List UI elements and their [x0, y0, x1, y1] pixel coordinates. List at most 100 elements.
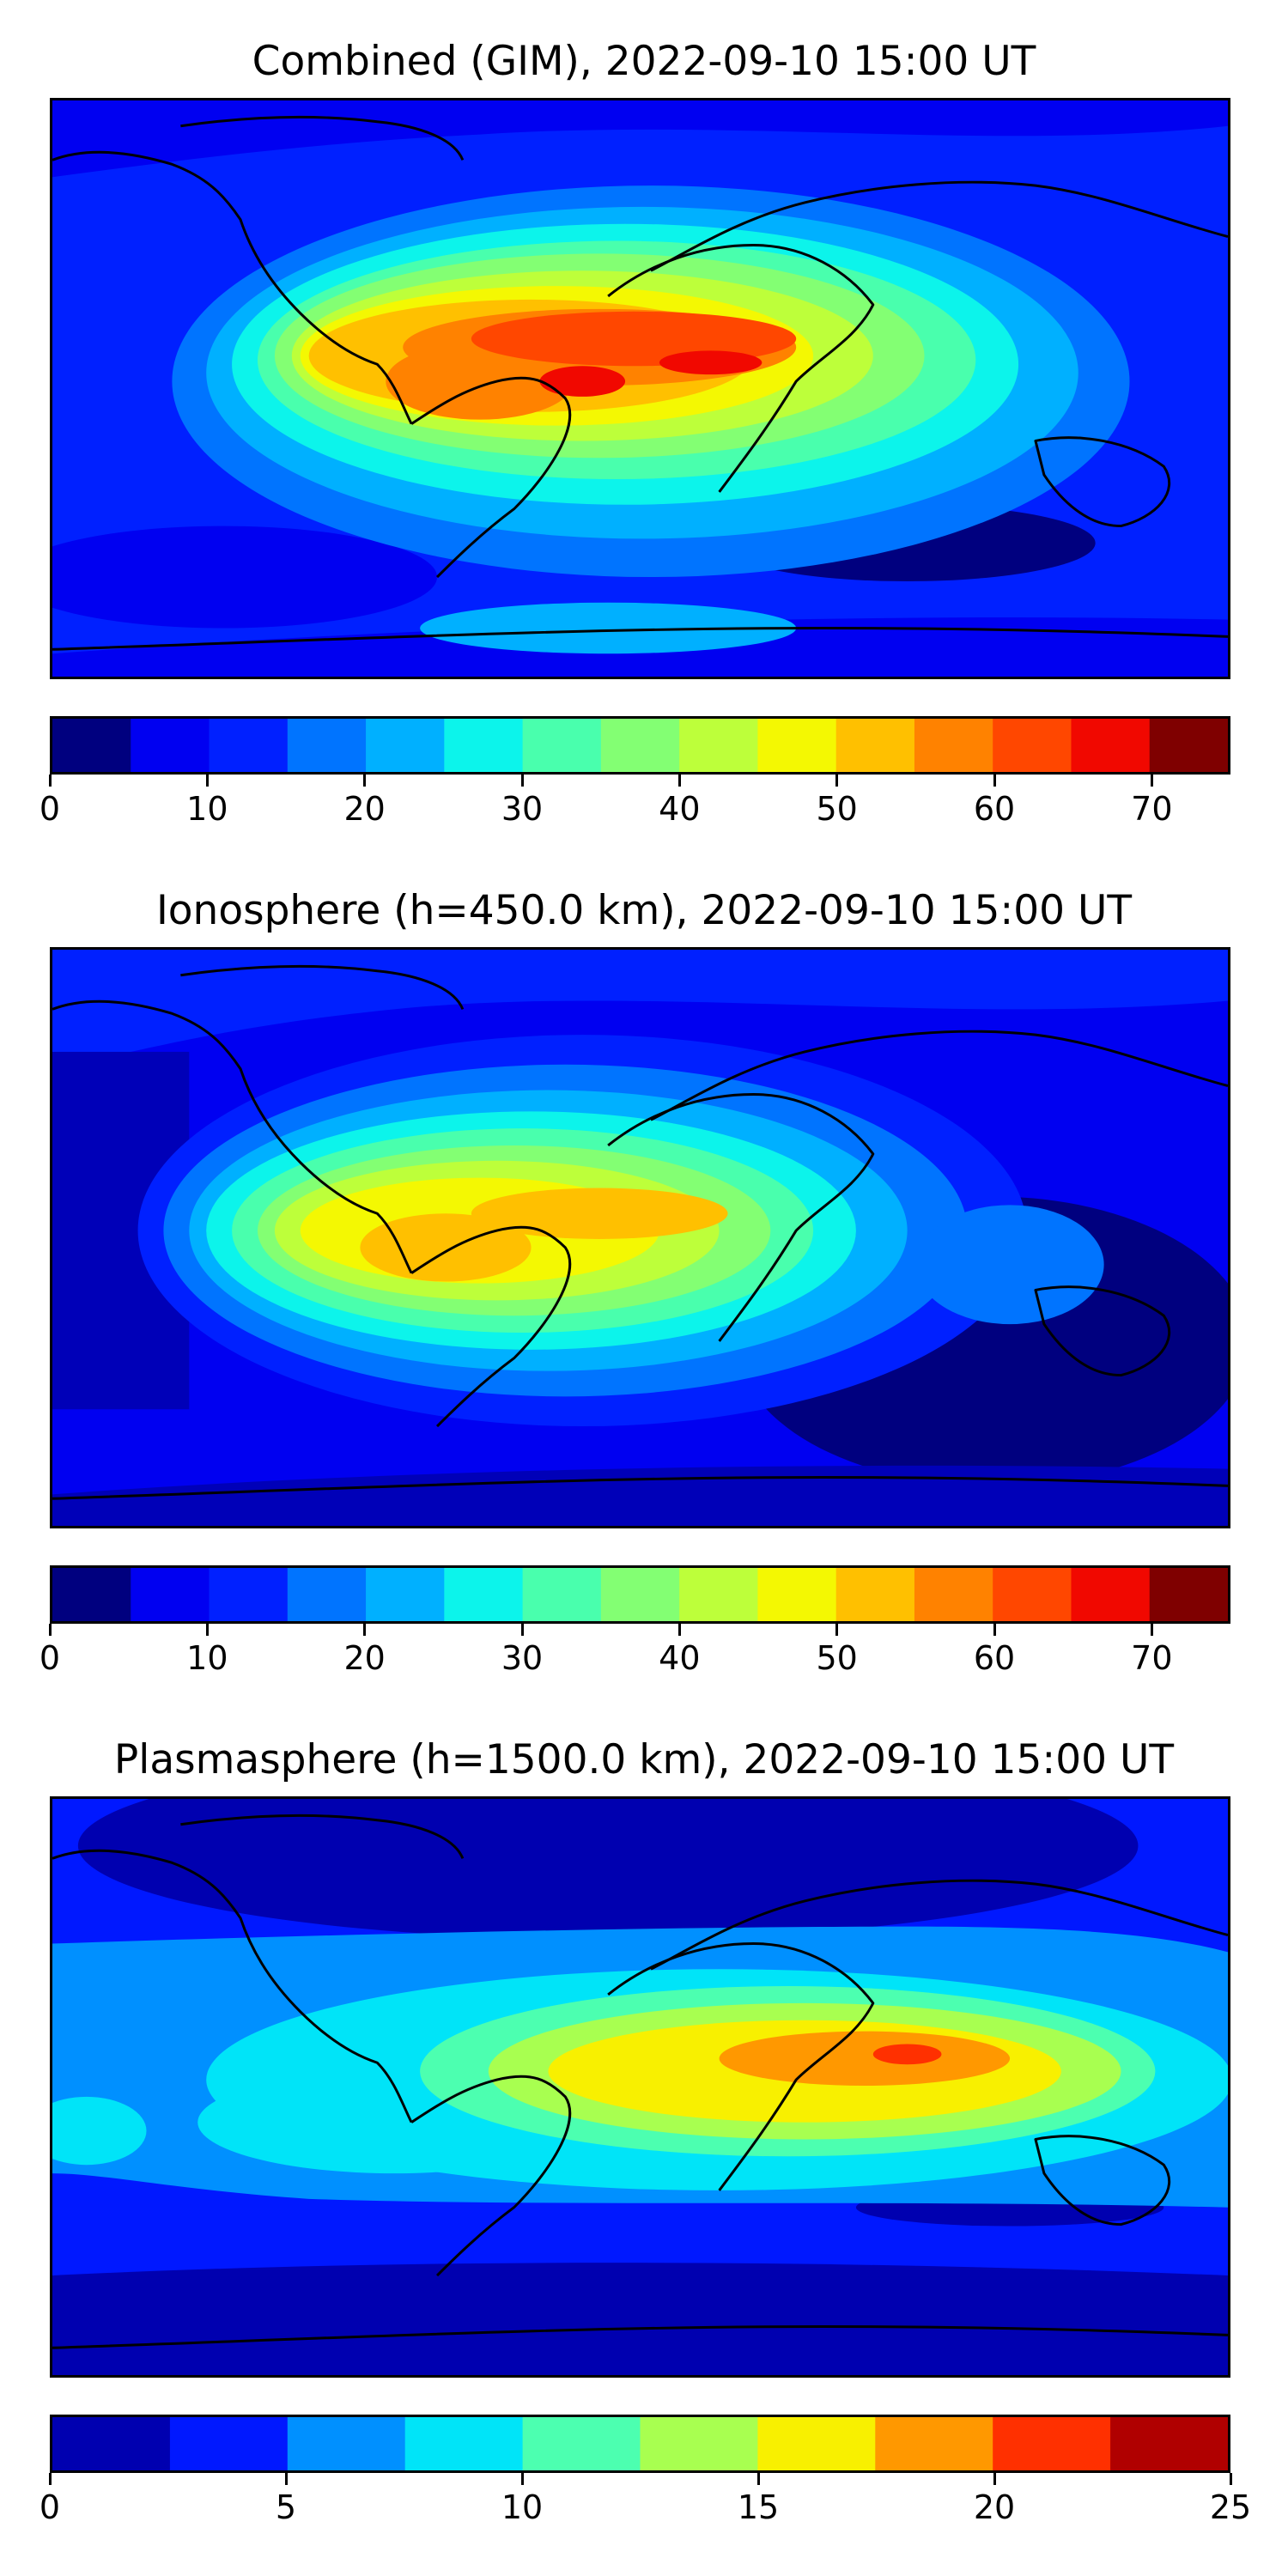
colorbar-tick-label: 50 [816, 790, 858, 828]
colorbar-swatch [757, 719, 837, 772]
colorbar-swatch [914, 719, 993, 772]
colorbar-combined-swatches [52, 719, 1228, 772]
colorbar-tick-mark [48, 1624, 52, 1636]
colorbar-tick-label: 20 [343, 790, 386, 828]
colorbar-tick-label: 70 [1131, 790, 1173, 828]
colorbar-swatch [835, 1568, 915, 1621]
colorbar-tick-mark [993, 2473, 996, 2485]
colorbar-tick-mark [677, 775, 681, 787]
colorbar-swatch [52, 719, 131, 772]
colorbar-swatch [209, 1568, 289, 1621]
colorbar-swatch [444, 719, 524, 772]
colorbar-swatch [366, 1568, 445, 1621]
colorbar-swatch [993, 2417, 1111, 2470]
colorbar-plasmasphere-ticks: 0 5 10 15 20 25 [39, 2473, 1251, 2526]
colorbar-tick-label: 10 [186, 790, 228, 828]
colorbar-swatch [52, 2417, 171, 2470]
map-ionosphere-canvas [52, 950, 1228, 1526]
colorbar-swatch [1071, 1568, 1151, 1621]
colorbar-tick-label: 60 [973, 1639, 1016, 1677]
colorbar-swatch [209, 719, 289, 772]
colorbar-swatch [640, 2417, 758, 2470]
colorbar-swatch [993, 719, 1072, 772]
colorbar-tick-mark [48, 2473, 52, 2485]
colorbar-swatch [52, 1568, 131, 1621]
map-plasmasphere-canvas [52, 1799, 1228, 2375]
colorbar-tick-mark [677, 1624, 681, 1636]
colorbar-tick-label: 5 [275, 2488, 297, 2526]
colorbar-tick-label: 0 [39, 1639, 61, 1677]
map-combined-canvas [52, 100, 1228, 677]
colorbar-tick-mark [520, 2473, 524, 2485]
colorbar-tick-label: 20 [343, 1639, 386, 1677]
colorbar-tick-label: 40 [659, 790, 701, 828]
colorbar-swatch [993, 1568, 1072, 1621]
colorbar-swatch [522, 719, 602, 772]
colorbar-tick-label: 30 [501, 790, 544, 828]
colorbar-swatch [287, 2417, 406, 2470]
map-combined [50, 98, 1230, 679]
colorbar-tick-label: 0 [39, 2488, 61, 2526]
colorbar-plasmasphere-swatches [52, 2417, 1228, 2470]
colorbar-combined [50, 716, 1230, 775]
panel-title-combined: Combined (GIM), 2022-09-10 15:00 UT [252, 38, 1036, 85]
map-ionosphere [50, 947, 1230, 1528]
colorbar-swatch [522, 2417, 641, 2470]
colorbar-tick-label: 25 [1209, 2488, 1252, 2526]
colorbar-swatch [1149, 719, 1228, 772]
colorbar-swatch [169, 2417, 289, 2470]
colorbar-ionosphere-ticks: 0 10 20 30 40 50 60 70 [39, 1624, 1230, 1677]
colorbar-swatch [287, 719, 367, 772]
colorbar-combined-ticks: 0 10 20 30 40 50 60 70 [39, 775, 1230, 828]
colorbar-tick-mark [205, 1624, 209, 1636]
colorbar-tick-mark [756, 2473, 760, 2485]
colorbar-tick-label: 40 [659, 1639, 701, 1677]
colorbar-tick-label: 10 [186, 1639, 228, 1677]
colorbar-swatch [366, 719, 445, 772]
colorbar-swatch [131, 719, 210, 772]
colorbar-swatch [600, 719, 680, 772]
colorbar-tick-label: 20 [973, 2488, 1016, 2526]
colorbar-tick-mark [1229, 2473, 1232, 2485]
colorbar-tick-mark [284, 2473, 288, 2485]
colorbar-swatch [757, 2417, 876, 2470]
colorbar-tick-label: 60 [973, 790, 1016, 828]
colorbar-tick-label: 70 [1131, 1639, 1173, 1677]
colorbar-swatch [914, 1568, 993, 1621]
colorbar-tick-label: 15 [737, 2488, 780, 2526]
colorbar-tick-mark [48, 775, 52, 787]
colorbar-swatch [1071, 719, 1151, 772]
colorbar-swatch [679, 719, 758, 772]
panel-title-ionosphere: Ionosphere (h=450.0 km), 2022-09-10 15:0… [155, 887, 1133, 934]
colorbar-swatch [522, 1568, 602, 1621]
colorbar-tick-mark [520, 775, 524, 787]
colorbar-plasmasphere [50, 2415, 1230, 2473]
colorbar-ionosphere-swatches [52, 1568, 1228, 1621]
colorbar-swatch [444, 1568, 524, 1621]
colorbar-tick-mark [520, 1624, 524, 1636]
colorbar-swatch [1149, 1568, 1228, 1621]
colorbar-tick-mark [1150, 1624, 1153, 1636]
colorbar-tick-mark [993, 775, 996, 787]
colorbar-tick-mark [363, 1624, 367, 1636]
map-plasmasphere [50, 1796, 1230, 2378]
colorbar-swatch [287, 1568, 367, 1621]
colorbar-tick-mark [835, 775, 839, 787]
colorbar-tick-mark [1150, 775, 1153, 787]
colorbar-swatch [600, 1568, 680, 1621]
colorbar-ionosphere [50, 1565, 1230, 1624]
colorbar-swatch [679, 1568, 758, 1621]
colorbar-tick-mark [205, 775, 209, 787]
panel-title-plasmasphere: Plasmasphere (h=1500.0 km), 2022-09-10 1… [113, 1736, 1175, 1783]
colorbar-swatch [131, 1568, 210, 1621]
colorbar-swatch [835, 719, 915, 772]
colorbar-tick-label: 30 [501, 1639, 544, 1677]
colorbar-tick-label: 10 [501, 2488, 544, 2526]
colorbar-tick-label: 0 [39, 790, 61, 828]
colorbar-tick-mark [835, 1624, 839, 1636]
colorbar-tick-mark [993, 1624, 996, 1636]
colorbar-tick-mark [363, 775, 367, 787]
colorbar-swatch [875, 2417, 993, 2470]
colorbar-swatch [404, 2417, 524, 2470]
colorbar-tick-label: 50 [816, 1639, 858, 1677]
